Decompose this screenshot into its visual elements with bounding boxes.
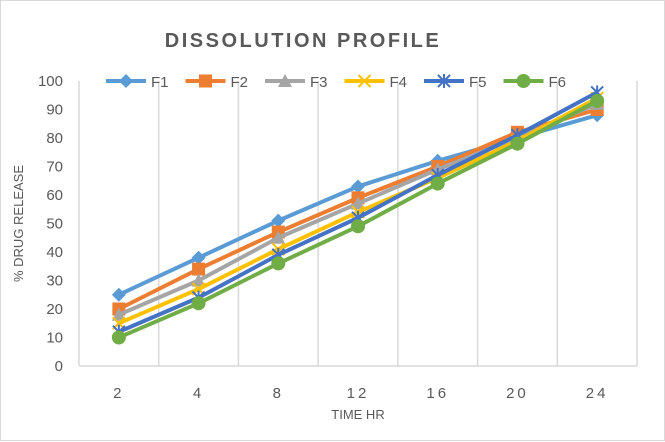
x-tick-label: 16: [426, 385, 449, 402]
y-tick-label: 40: [46, 244, 63, 261]
legend-marker-f2: [199, 74, 212, 88]
legend-marker-f5: [437, 74, 451, 88]
data-point-f3: [271, 230, 286, 244]
y-tick-label: 50: [46, 216, 63, 233]
legend-label-f2: F2: [231, 74, 249, 91]
data-point-f1: [191, 250, 206, 265]
x-tick-label: 12: [347, 385, 370, 402]
legend-label-f1: F1: [151, 74, 169, 91]
legend-marker-f3: [278, 74, 292, 87]
y-tick-label: 60: [46, 187, 63, 204]
legend-label-f5: F5: [469, 74, 487, 91]
legend-marker-f4: [357, 74, 372, 88]
legend-marker-f1: [119, 74, 133, 88]
data-point-f1: [351, 179, 365, 194]
data-point-f6: [510, 136, 525, 151]
y-tick-label: 10: [46, 330, 63, 347]
data-point-f1: [111, 287, 126, 302]
legend-label-f4: F4: [390, 74, 408, 91]
legend-label-f6: F6: [549, 74, 567, 91]
x-tick-label: 2: [113, 385, 124, 402]
chart-title: DISSOLUTION PROFILE: [165, 30, 441, 52]
legend-marker-f6: [516, 74, 531, 88]
data-point-f6: [351, 219, 365, 234]
data-point-f3: [191, 273, 206, 287]
x-tick-label: 4: [193, 385, 204, 402]
data-point-f3: [351, 196, 365, 210]
legend-label-f3: F3: [310, 74, 328, 91]
x-tick-label: 24: [586, 385, 609, 402]
data-point-f6: [271, 256, 286, 271]
y-tick-label: 100: [38, 73, 63, 90]
data-point-f2: [192, 262, 206, 276]
y-tick-label: 70: [46, 159, 63, 176]
x-axis-title: TIME HR: [331, 407, 384, 422]
data-point-f1: [271, 213, 286, 228]
data-point-f3: [111, 307, 126, 321]
y-tick-label: 90: [46, 102, 63, 119]
data-point-f6: [191, 296, 206, 311]
data-point-f6: [590, 93, 605, 108]
y-tick-label: 30: [46, 273, 63, 290]
y-tick-label: 80: [46, 130, 63, 147]
data-point-f6: [111, 330, 126, 345]
x-tick-label: 20: [506, 385, 529, 402]
y-axis-title: % DRUG RELEASE: [11, 165, 26, 282]
data-point-f6: [430, 176, 445, 191]
y-tick-label: 0: [55, 358, 63, 375]
x-tick-label: 8: [273, 385, 284, 402]
y-tick-label: 20: [46, 301, 63, 318]
